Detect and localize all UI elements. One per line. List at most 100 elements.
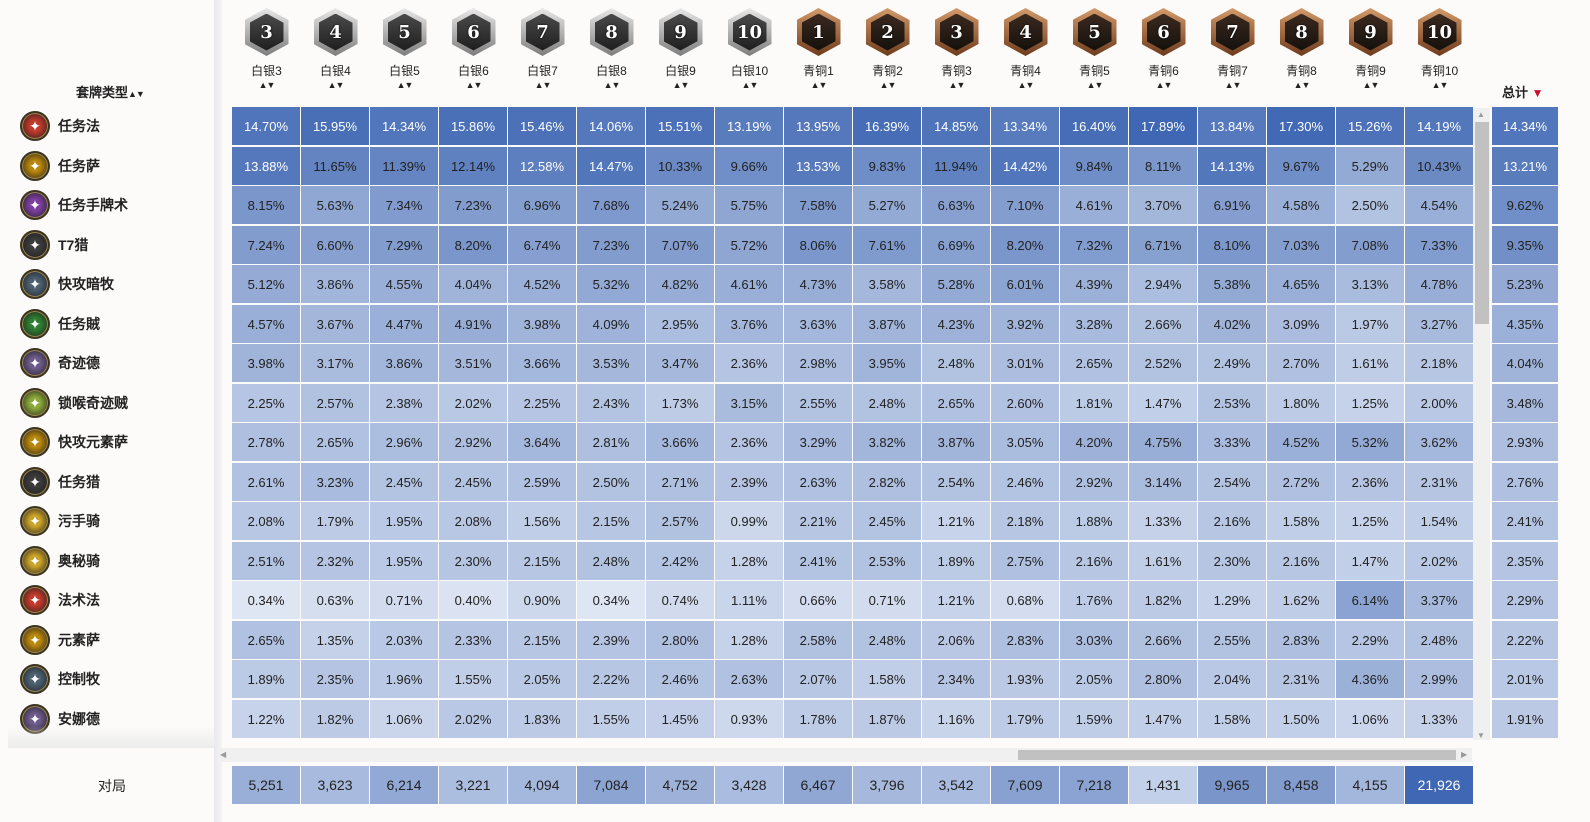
winrate-cell[interactable]: 1.06% xyxy=(1336,700,1404,738)
winrate-cell[interactable]: 1.82% xyxy=(301,700,369,738)
winrate-cell[interactable]: 9.84% xyxy=(1060,147,1128,185)
deck-row-label[interactable]: ✦ 控制牧 xyxy=(20,660,100,698)
winrate-cell[interactable]: 2.72% xyxy=(1267,463,1335,501)
winrate-cell[interactable]: 2.75% xyxy=(991,542,1059,580)
winrate-cell[interactable]: 4.91% xyxy=(439,305,507,343)
winrate-cell[interactable]: 11.65% xyxy=(301,147,369,185)
winrate-cell[interactable]: 8.10% xyxy=(1198,226,1266,264)
winrate-cell[interactable]: 1.22% xyxy=(232,700,300,738)
sort-arrows-icon[interactable]: ▲▼ xyxy=(603,80,621,90)
winrate-cell[interactable]: 16.39% xyxy=(853,107,921,145)
winrate-cell[interactable]: 5.32% xyxy=(577,265,645,303)
winrate-cell[interactable]: 2.08% xyxy=(232,502,300,540)
winrate-cell[interactable]: 2.52% xyxy=(1129,344,1197,382)
winrate-cell[interactable]: 5.72% xyxy=(715,226,783,264)
winrate-cell[interactable]: 2.92% xyxy=(1060,463,1128,501)
winrate-cell[interactable]: 9.66% xyxy=(715,147,783,185)
winrate-cell[interactable]: 5.27% xyxy=(853,186,921,224)
scroll-up-icon[interactable]: ▲ xyxy=(1477,110,1485,119)
total-cell[interactable]: 2.93% xyxy=(1492,423,1558,461)
winrate-cell[interactable]: 2.29% xyxy=(1336,621,1404,659)
winrate-cell[interactable]: 1.25% xyxy=(1336,502,1404,540)
winrate-cell[interactable]: 1.73% xyxy=(646,384,714,422)
winrate-cell[interactable]: 3.98% xyxy=(232,344,300,382)
winrate-cell[interactable]: 14.85% xyxy=(922,107,990,145)
winrate-cell[interactable]: 2.02% xyxy=(439,384,507,422)
winrate-cell[interactable]: 1.58% xyxy=(1267,502,1335,540)
winrate-cell[interactable]: 7.07% xyxy=(646,226,714,264)
winrate-cell[interactable]: 2.66% xyxy=(1129,621,1197,659)
winrate-cell[interactable]: 4.58% xyxy=(1267,186,1335,224)
winrate-cell[interactable]: 2.54% xyxy=(922,463,990,501)
winrate-cell[interactable]: 2.57% xyxy=(301,384,369,422)
winrate-cell[interactable]: 3.70% xyxy=(1129,186,1197,224)
winrate-cell[interactable]: 12.58% xyxy=(508,147,576,185)
deck-row-label[interactable]: ✦ 任务手牌术 xyxy=(20,186,128,224)
winrate-cell[interactable]: 7.29% xyxy=(370,226,438,264)
winrate-cell[interactable]: 2.80% xyxy=(1129,660,1197,698)
winrate-cell[interactable]: 3.27% xyxy=(1405,305,1473,343)
winrate-cell[interactable]: 2.07% xyxy=(784,660,852,698)
scroll-down-icon[interactable]: ▼ xyxy=(1477,731,1485,740)
winrate-cell[interactable]: 3.63% xyxy=(784,305,852,343)
winrate-cell[interactable]: 0.68% xyxy=(991,581,1059,619)
winrate-cell[interactable]: 1.89% xyxy=(232,660,300,698)
winrate-cell[interactable]: 2.02% xyxy=(439,700,507,738)
winrate-cell[interactable]: 2.22% xyxy=(577,660,645,698)
winrate-cell[interactable]: 4.57% xyxy=(232,305,300,343)
rank-column-header[interactable]: 6 白银6 ▲▼ xyxy=(439,8,508,90)
deck-row-label[interactable]: ✦ 元素萨 xyxy=(20,621,100,659)
rank-column-header[interactable]: 7 白银7 ▲▼ xyxy=(508,8,577,90)
winrate-cell[interactable]: 0.90% xyxy=(508,581,576,619)
winrate-cell[interactable]: 2.05% xyxy=(1060,660,1128,698)
winrate-cell[interactable]: 2.48% xyxy=(1405,621,1473,659)
winrate-cell[interactable]: 0.66% xyxy=(784,581,852,619)
winrate-cell[interactable]: 2.48% xyxy=(577,542,645,580)
winrate-cell[interactable]: 2.65% xyxy=(1060,344,1128,382)
deck-row-label[interactable]: ✦ 快攻元素萨 xyxy=(20,423,128,461)
sort-arrows-icon[interactable]: ▲▼ xyxy=(741,80,759,90)
scroll-right-icon[interactable]: ▶ xyxy=(1461,750,1468,759)
winrate-cell[interactable]: 2.15% xyxy=(508,542,576,580)
winrate-cell[interactable]: 2.61% xyxy=(232,463,300,501)
total-cell[interactable]: 2.41% xyxy=(1492,502,1558,540)
winrate-cell[interactable]: 1.82% xyxy=(1129,581,1197,619)
winrate-cell[interactable]: 11.39% xyxy=(370,147,438,185)
winrate-cell[interactable]: 2.78% xyxy=(232,423,300,461)
total-cell[interactable]: 4.04% xyxy=(1492,344,1558,382)
winrate-cell[interactable]: 4.23% xyxy=(922,305,990,343)
winrate-cell[interactable]: 1.33% xyxy=(1405,700,1473,738)
winrate-cell[interactable]: 1.58% xyxy=(853,660,921,698)
winrate-cell[interactable]: 2.66% xyxy=(1129,305,1197,343)
sort-arrows-icon[interactable]: ▲▼ xyxy=(258,80,276,90)
sort-arrows-icon[interactable]: ▲▼ xyxy=(1431,80,1449,90)
winrate-cell[interactable]: 1.59% xyxy=(1060,700,1128,738)
winrate-cell[interactable]: 2.39% xyxy=(577,621,645,659)
winrate-cell[interactable]: 2.03% xyxy=(370,621,438,659)
winrate-cell[interactable]: 5.75% xyxy=(715,186,783,224)
winrate-cell[interactable]: 3.62% xyxy=(1405,423,1473,461)
deck-row-label[interactable]: ✦ 奇迹德 xyxy=(20,344,100,382)
winrate-cell[interactable]: 4.61% xyxy=(715,265,783,303)
winrate-cell[interactable]: 3.66% xyxy=(508,344,576,382)
winrate-cell[interactable]: 3.09% xyxy=(1267,305,1335,343)
winrate-cell[interactable]: 2.50% xyxy=(1336,186,1404,224)
winrate-cell[interactable]: 1.28% xyxy=(715,621,783,659)
winrate-cell[interactable]: 0.74% xyxy=(646,581,714,619)
winrate-cell[interactable]: 3.76% xyxy=(715,305,783,343)
winrate-cell[interactable]: 2.65% xyxy=(922,384,990,422)
rank-column-header[interactable]: 2 青铜2 ▲▼ xyxy=(853,8,922,90)
winrate-cell[interactable]: 1.56% xyxy=(508,502,576,540)
winrate-cell[interactable]: 4.73% xyxy=(784,265,852,303)
winrate-cell[interactable]: 2.08% xyxy=(439,502,507,540)
sort-arrows-icon[interactable]: ▲▼ xyxy=(465,80,483,90)
winrate-cell[interactable]: 5.29% xyxy=(1336,147,1404,185)
winrate-cell[interactable]: 3.29% xyxy=(784,423,852,461)
winrate-cell[interactable]: 2.98% xyxy=(784,344,852,382)
winrate-cell[interactable]: 4.75% xyxy=(1129,423,1197,461)
winrate-cell[interactable]: 1.54% xyxy=(1405,502,1473,540)
deck-type-header[interactable]: 套牌类型▲▼ xyxy=(76,82,145,101)
winrate-cell[interactable]: 2.50% xyxy=(577,463,645,501)
winrate-cell[interactable]: 2.95% xyxy=(646,305,714,343)
rank-column-header[interactable]: 9 青铜9 ▲▼ xyxy=(1336,8,1405,90)
